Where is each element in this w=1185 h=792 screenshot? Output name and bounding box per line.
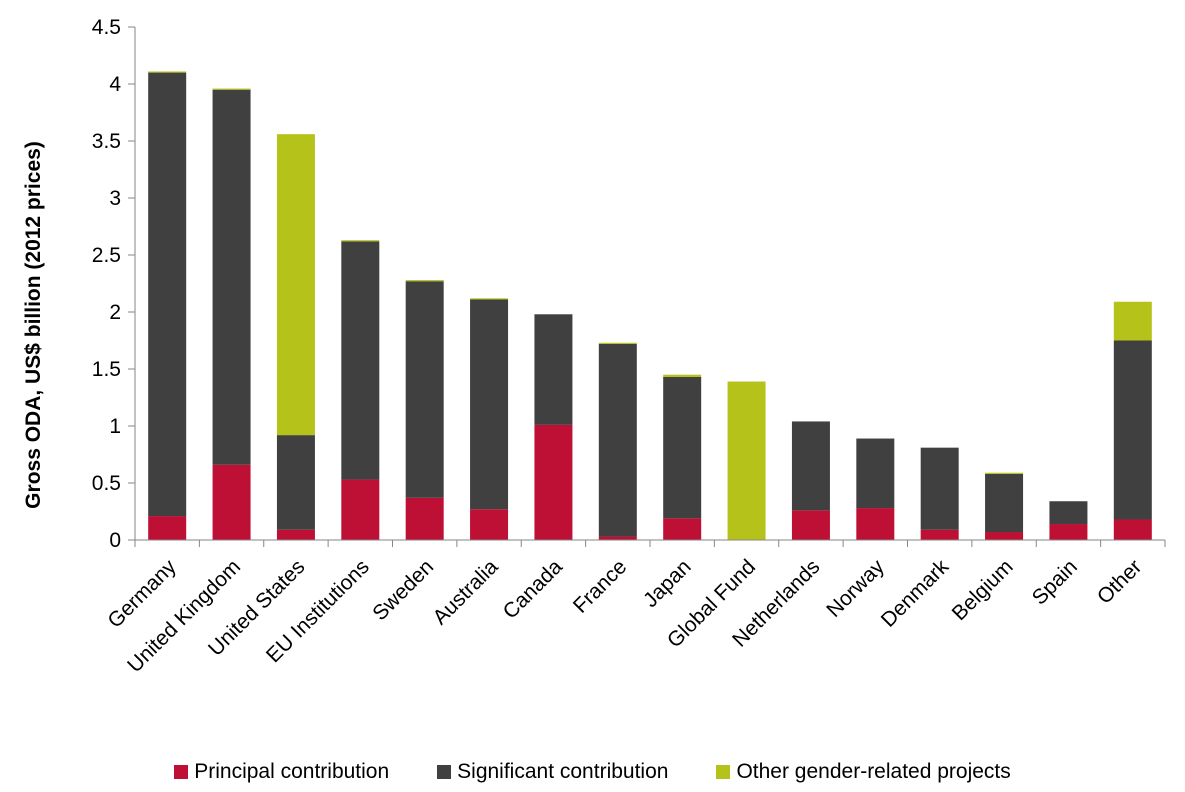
y-tick-label: 2 — [109, 301, 121, 324]
bar-principal-contribution-germany — [148, 516, 187, 540]
x-tick-label: Belgium — [948, 555, 1018, 625]
bar-significant-contribution-united-kingdom — [212, 89, 251, 465]
bar-significant-contribution-netherlands — [791, 421, 830, 511]
bar-principal-contribution-sweden — [405, 497, 444, 540]
x-tick-label: Canada — [499, 555, 568, 624]
bar-other-gender-related-projects-global-fund — [727, 381, 766, 540]
bar-other-gender-related-projects-eu-institutions — [341, 240, 380, 242]
bar-significant-contribution-eu-institutions — [341, 241, 380, 480]
bar-significant-contribution-canada — [534, 314, 573, 425]
bar-significant-contribution-spain — [1049, 501, 1088, 525]
y-tick-label: 4 — [109, 73, 121, 96]
bar-principal-contribution-united-states — [276, 529, 315, 540]
bar-principal-contribution-canada — [534, 424, 573, 540]
x-tick-label: United Kingdom — [123, 555, 245, 677]
y-tick-label: 0.5 — [92, 472, 121, 495]
legend-item: Significant contribution — [437, 760, 668, 784]
y-axis-label: Gross ODA, US$ billion (2012 prices) — [22, 141, 45, 509]
bar-principal-contribution-denmark — [920, 529, 959, 540]
legend-label: Significant contribution — [457, 760, 669, 783]
x-tick-label: Japan — [639, 555, 696, 612]
bar-principal-contribution-eu-institutions — [341, 479, 380, 540]
bar-other-gender-related-projects-other — [1113, 301, 1152, 341]
bar-significant-contribution-germany — [148, 72, 187, 517]
bar-other-gender-related-projects-germany — [148, 71, 187, 73]
legend-swatch — [437, 765, 452, 779]
bar-significant-contribution-japan — [663, 376, 702, 519]
y-tick-label: 3 — [109, 187, 121, 210]
x-tick-label: Other — [1093, 555, 1146, 608]
bar-other-gender-related-projects-united-kingdom — [212, 88, 251, 90]
x-tick-label: Spain — [1028, 555, 1082, 609]
bar-significant-contribution-australia — [470, 299, 509, 510]
y-tick-label: 2.5 — [92, 244, 121, 267]
bar-principal-contribution-norway — [856, 508, 895, 540]
bar-principal-contribution-australia — [470, 509, 509, 540]
bar-other-gender-related-projects-sweden — [405, 280, 444, 282]
bar-principal-contribution-spain — [1049, 524, 1088, 540]
bar-significant-contribution-united-states — [276, 435, 315, 530]
x-tick-label: France — [569, 555, 631, 617]
bar-principal-contribution-united-kingdom — [212, 464, 251, 540]
bar-significant-contribution-sweden — [405, 281, 444, 498]
legend-swatch — [716, 765, 731, 779]
bar-principal-contribution-france — [598, 536, 637, 540]
x-tick-label: Sweden — [368, 555, 438, 625]
legend: Principal contribution Significant contri… — [0, 760, 1185, 784]
bar-significant-contribution-denmark — [920, 447, 959, 530]
chart-plot: Gross ODA, US$ billion (2012 prices) 0 0.… — [22, 16, 1166, 677]
bar-other-gender-related-projects-belgium — [985, 472, 1024, 474]
bar-principal-contribution-japan — [663, 518, 702, 540]
legend-label: Other gender-related projects — [736, 760, 1011, 783]
bar-significant-contribution-belgium — [985, 473, 1024, 533]
y-tick-label: 3.5 — [92, 130, 121, 153]
y-tick-label: 4.5 — [92, 16, 121, 39]
legend-swatch — [174, 765, 189, 779]
bar-other-gender-related-projects-australia — [470, 298, 509, 300]
x-tick-label: Australia — [429, 555, 503, 629]
legend-label: Principal contribution — [194, 760, 390, 783]
bar-other-gender-related-projects-japan — [663, 374, 702, 377]
bar-significant-contribution-other — [1113, 340, 1152, 520]
y-tick-label: 1 — [109, 415, 121, 438]
bar-principal-contribution-netherlands — [791, 510, 830, 540]
bar-principal-contribution-other — [1113, 519, 1152, 540]
bar-significant-contribution-france — [598, 343, 637, 537]
y-tick-label: 1.5 — [92, 358, 121, 381]
bar-other-gender-related-projects-france — [598, 342, 637, 344]
x-tick-label: Denmark — [877, 555, 954, 632]
y-tick-label: 0 — [109, 529, 121, 552]
legend-item: Other gender-related projects — [716, 760, 1011, 784]
bar-principal-contribution-belgium — [985, 532, 1024, 540]
bar-other-gender-related-projects-united-states — [276, 134, 315, 436]
legend-item: Principal contribution — [174, 760, 389, 784]
bar-significant-contribution-norway — [856, 438, 895, 509]
